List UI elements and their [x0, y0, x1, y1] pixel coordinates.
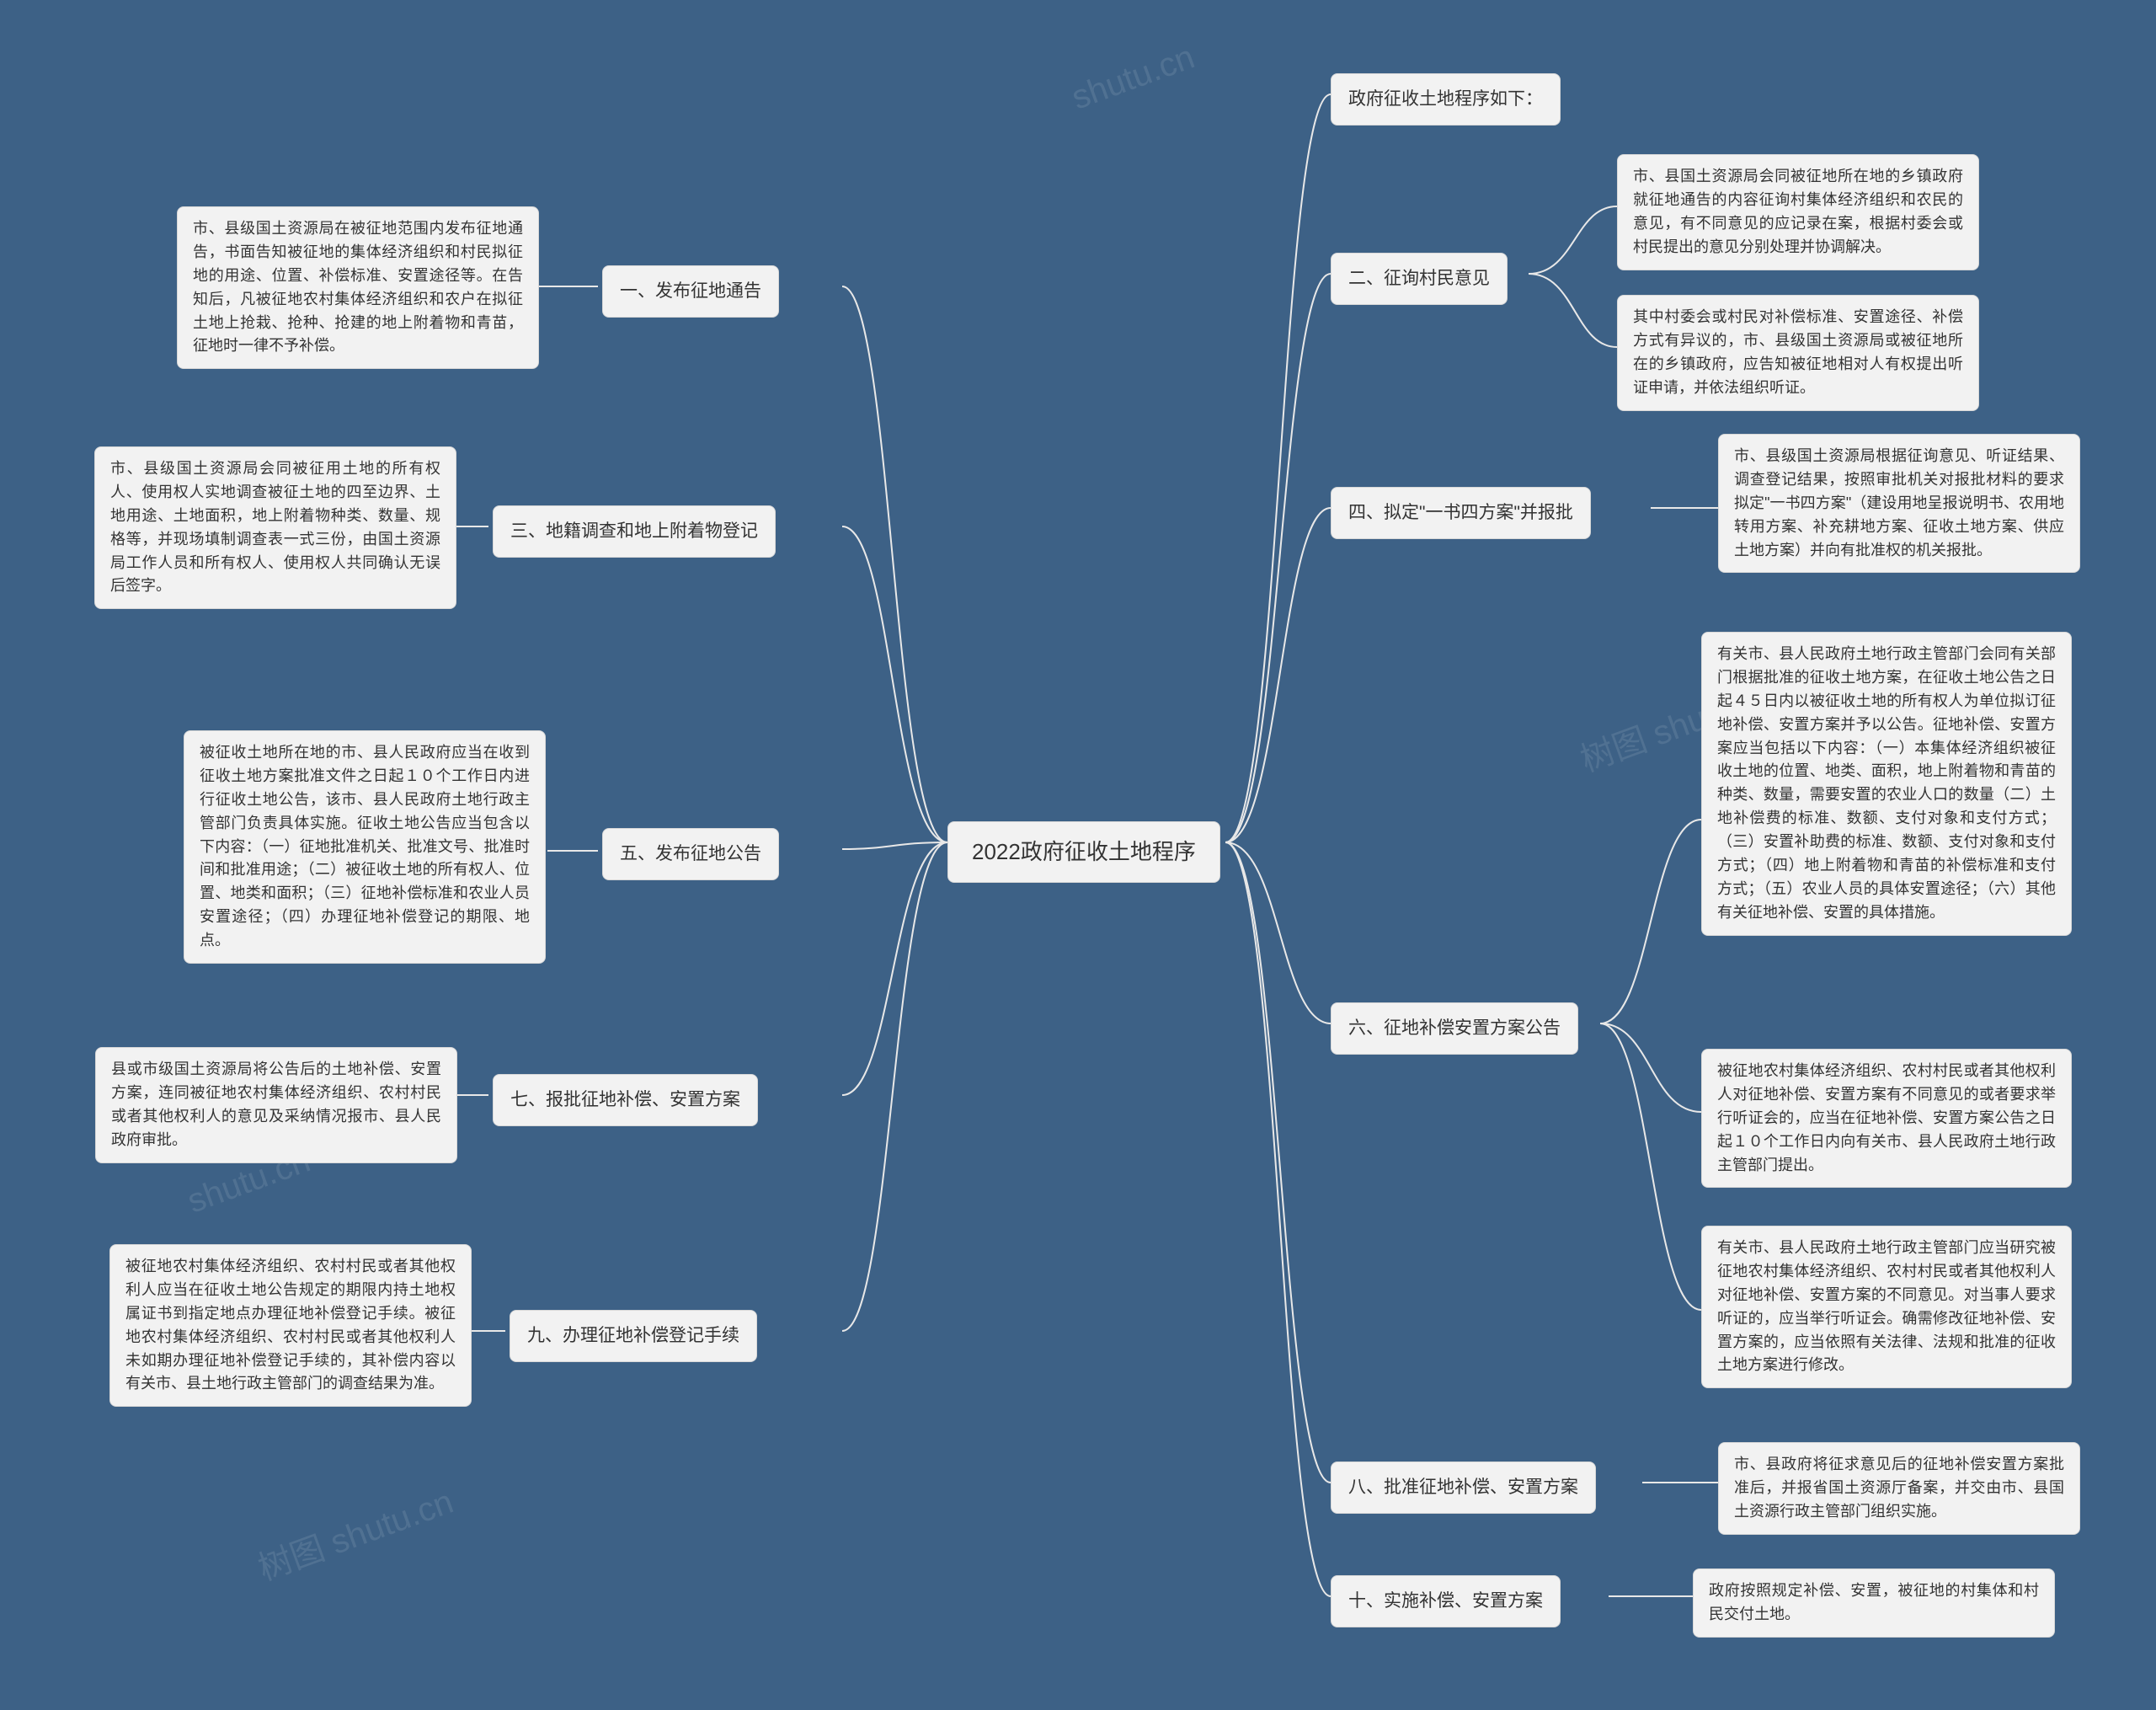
leaf-5: 被征收土地所在地的市、县人民政府应当在收到征收土地方案批准文件之日起１０个工作日…	[184, 730, 546, 964]
branch-10-label: 十、实施补偿、安置方案	[1348, 1588, 1543, 1615]
leaf-6b: 被征地农村集体经济组织、农村村民或者其他权利人对征地补偿、安置方案有不同意见的或…	[1701, 1049, 2072, 1188]
leaf-9-text: 被征地农村集体经济组织、农村村民或者其他权利人应当在征收土地公告规定的期限内持土…	[125, 1255, 456, 1396]
branch-1-label: 一、发布征地通告	[620, 278, 761, 305]
leaf-6a-text: 有关市、县人民政府土地行政主管部门会同有关部门根据批准的征收土地方案，在征收土地…	[1717, 643, 2056, 925]
leaf-4: 市、县级国土资源局根据征询意见、听证结果、调查登记结果，按照审批机关对报批材料的…	[1718, 434, 2080, 573]
leaf-6a: 有关市、县人民政府土地行政主管部门会同有关部门根据批准的征收土地方案，在征收土地…	[1701, 632, 2072, 936]
leaf-8-text: 市、县政府将征求意见后的征地补偿安置方案批准后，并报省国土资源厅备案，并交由市、…	[1734, 1453, 2064, 1524]
branch-9: 九、办理征地补偿登记手续	[510, 1310, 757, 1362]
branch-2: 二、征询村民意见	[1331, 253, 1508, 305]
leaf-9: 被征地农村集体经济组织、农村村民或者其他权利人应当在征收土地公告规定的期限内持土…	[109, 1244, 472, 1407]
leaf-6c: 有关市、县人民政府土地行政主管部门应当研究被征地农村集体经济组织、农村村民或者其…	[1701, 1226, 2072, 1388]
branch-0-label: 政府征收土地程序如下：	[1348, 86, 1543, 113]
leaf-4-text: 市、县级国土资源局根据征询意见、听证结果、调查登记结果，按照审批机关对报批材料的…	[1734, 445, 2064, 562]
leaf-2b: 其中村委会或村民对补偿标准、安置途径、补偿方式有异议的，市、县级国土资源局或被征…	[1617, 295, 1979, 411]
leaf-2a: 市、县国土资源局会同被征地所在地的乡镇政府就征地通告的内容征询村集体经济组织和农…	[1617, 154, 1979, 270]
leaf-2b-text: 其中村委会或村民对补偿标准、安置途径、补偿方式有异议的，市、县级国土资源局或被征…	[1633, 306, 1963, 400]
branch-8: 八、批准征地补偿、安置方案	[1331, 1462, 1596, 1514]
branch-6-label: 六、征地补偿安置方案公告	[1348, 1015, 1561, 1042]
leaf-1: 市、县级国土资源局在被征地范围内发布征地通告，书面告知被征地的集体经济组织和村民…	[177, 206, 539, 369]
branch-7: 七、报批征地补偿、安置方案	[493, 1074, 758, 1126]
leaf-10: 政府按照规定补偿、安置，被征地的村集体和村民交付土地。	[1693, 1568, 2055, 1638]
leaf-6b-text: 被征地农村集体经济组织、农村村民或者其他权利人对征地补偿、安置方案有不同意见的或…	[1717, 1060, 2056, 1177]
branch-1: 一、发布征地通告	[602, 265, 779, 318]
center-node: 2022政府征收土地程序	[947, 821, 1220, 883]
branch-6: 六、征地补偿安置方案公告	[1331, 1002, 1578, 1055]
leaf-10-text: 政府按照规定补偿、安置，被征地的村集体和村民交付土地。	[1709, 1579, 2039, 1627]
leaf-3: 市、县级国土资源局会同被征用土地的所有权人、使用权人实地调查被征土地的四至边界、…	[94, 446, 456, 609]
leaf-3-text: 市、县级国土资源局会同被征用土地的所有权人、使用权人实地调查被征土地的四至边界、…	[110, 457, 440, 598]
branch-5-label: 五、发布征地公告	[620, 841, 761, 868]
branch-0: 政府征收土地程序如下：	[1331, 73, 1561, 126]
leaf-7-text: 县或市级国土资源局将公告后的土地补偿、安置方案，连同被征地农村集体经济组织、农村…	[111, 1058, 441, 1152]
leaf-6c-text: 有关市、县人民政府土地行政主管部门应当研究被征地农村集体经济组织、农村村民或者其…	[1717, 1237, 2056, 1377]
branch-3: 三、地籍调查和地上附着物登记	[493, 505, 776, 558]
branch-7-label: 七、报批征地补偿、安置方案	[510, 1087, 740, 1114]
leaf-2a-text: 市、县国土资源局会同被征地所在地的乡镇政府就征地通告的内容征询村集体经济组织和农…	[1633, 165, 1963, 259]
leaf-8: 市、县政府将征求意见后的征地补偿安置方案批准后，并报省国土资源厅备案，并交由市、…	[1718, 1442, 2080, 1535]
leaf-1-text: 市、县级国土资源局在被征地范围内发布征地通告，书面告知被征地的集体经济组织和村民…	[193, 217, 523, 358]
branch-5: 五、发布征地公告	[602, 828, 779, 880]
leaf-7: 县或市级国土资源局将公告后的土地补偿、安置方案，连同被征地农村集体经济组织、农村…	[95, 1047, 457, 1163]
branch-10: 十、实施补偿、安置方案	[1331, 1575, 1561, 1627]
branch-2-label: 二、征询村民意见	[1348, 265, 1490, 292]
branch-4-label: 四、拟定"一书四方案"并报批	[1348, 500, 1573, 526]
branch-8-label: 八、批准征地补偿、安置方案	[1348, 1474, 1578, 1501]
center-title: 2022政府征收土地程序	[972, 836, 1196, 868]
leaf-5-text: 被征收土地所在地的市、县人民政府应当在收到征收土地方案批准文件之日起１０个工作日…	[200, 741, 530, 953]
branch-9-label: 九、办理征地补偿登记手续	[527, 1323, 739, 1349]
watermark: shutu.cn	[1067, 38, 1199, 117]
branch-4: 四、拟定"一书四方案"并报批	[1331, 487, 1591, 539]
branch-3-label: 三、地籍调查和地上附着物登记	[510, 518, 758, 545]
watermark: 树图 shutu.cn	[250, 1474, 459, 1590]
